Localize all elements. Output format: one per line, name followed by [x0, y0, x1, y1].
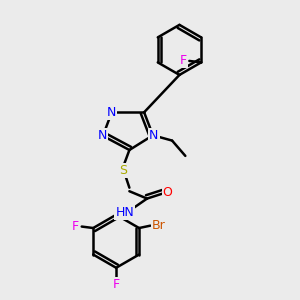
Text: S: S: [119, 164, 128, 176]
Text: O: O: [163, 186, 172, 199]
Text: HN: HN: [115, 206, 134, 219]
Text: F: F: [180, 54, 187, 68]
Text: F: F: [112, 278, 120, 291]
Text: N: N: [106, 106, 116, 119]
Text: F: F: [72, 220, 79, 233]
Text: N: N: [149, 129, 158, 142]
Text: N: N: [98, 129, 107, 142]
Text: Br: Br: [152, 219, 166, 232]
